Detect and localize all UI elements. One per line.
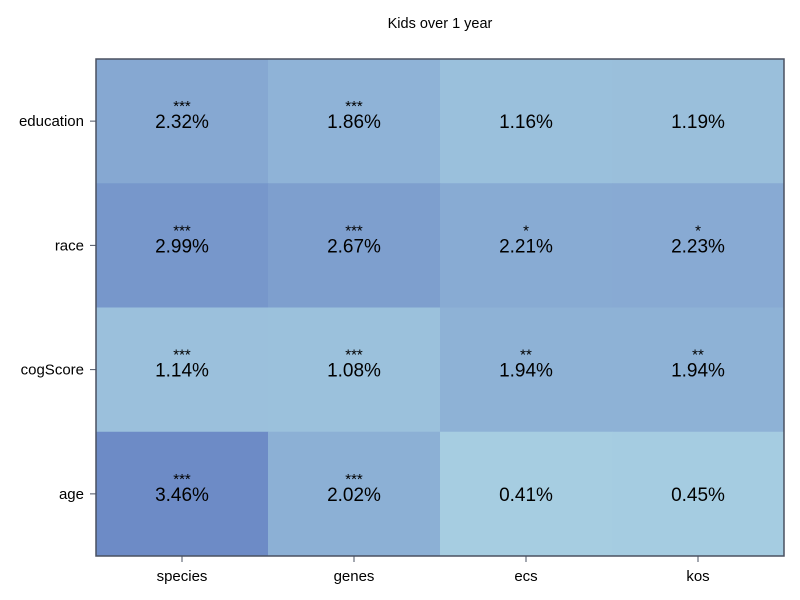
significance-label: *** (173, 222, 191, 239)
cell-value-label: 2.99% (155, 236, 209, 257)
significance-label: *** (173, 98, 191, 115)
cell-value-label: 2.67% (327, 236, 381, 257)
y-tick-label: cogScore (21, 362, 84, 379)
heatmap-cell-cogScore-kos (612, 307, 785, 433)
significance-label: *** (345, 98, 363, 115)
heatmap-cell-age-species (96, 431, 269, 557)
heatmap-cell-labels: ***2.32%***1.86% 1.16% 1.19%***2.99%***2.6… (155, 98, 725, 506)
heatmap-cell-age-ecs (440, 431, 613, 557)
significance-label: *** (345, 347, 363, 364)
heatmap-cell-education-ecs (440, 59, 613, 184)
cell-value-label: 1.16% (499, 112, 553, 133)
heatmap-cell-race-genes (268, 183, 441, 308)
heatmap-cells (96, 59, 785, 557)
cell-value-label: 1.08% (327, 361, 381, 382)
heatmap-cell-cogScore-ecs (440, 307, 613, 433)
cell-value-label: 1.86% (327, 112, 381, 133)
heatmap-cell-cogScore-genes (268, 307, 441, 433)
cell-value-label: 0.41% (499, 485, 553, 506)
x-tick-label: species (157, 568, 208, 585)
heatmap-cell-age-genes (268, 431, 441, 557)
x-tick-label: ecs (514, 568, 537, 585)
significance-label: ** (692, 347, 704, 364)
chart-title: Kids over 1 year (387, 16, 493, 32)
cell-value-label: 1.19% (671, 112, 725, 133)
heatmap-cell-race-ecs (440, 183, 613, 308)
cell-value-label: 2.32% (155, 112, 209, 133)
significance-label: *** (173, 471, 191, 488)
significance-label: * (523, 222, 529, 239)
x-tick-label: kos (686, 568, 709, 585)
heatmap-cell-cogScore-species (96, 307, 269, 433)
heatmap-cell-education-species (96, 59, 269, 184)
cell-value-label: 1.94% (499, 361, 553, 382)
significance-label: *** (345, 471, 363, 488)
significance-label: *** (345, 222, 363, 239)
significance-label: * (695, 222, 701, 239)
significance-label: *** (173, 347, 191, 364)
y-tick-label: race (55, 237, 84, 254)
heatmap-cell-education-kos (612, 59, 785, 184)
cell-value-label: 2.23% (671, 236, 725, 257)
heatmap-axes: education race cogScore age species genes ecs k… (19, 58, 785, 585)
x-tick-label: genes (334, 568, 375, 585)
y-tick-label: age (59, 486, 84, 503)
heatmap-cell-education-genes (268, 59, 441, 184)
heatmap-cell-age-kos (612, 431, 785, 557)
cell-value-label: 1.14% (155, 361, 209, 382)
heatmap-cell-race-species (96, 183, 269, 308)
cell-value-label: 2.21% (499, 236, 553, 257)
significance-label: ** (520, 347, 532, 364)
cell-value-label: 1.94% (671, 361, 725, 382)
cell-value-label: 2.02% (327, 485, 381, 506)
cell-value-label: 0.45% (671, 485, 725, 506)
plot-frame (95, 58, 785, 557)
y-tick-label: education (19, 113, 84, 130)
heatmap-cell-race-kos (612, 183, 785, 308)
cell-value-label: 3.46% (155, 485, 209, 506)
